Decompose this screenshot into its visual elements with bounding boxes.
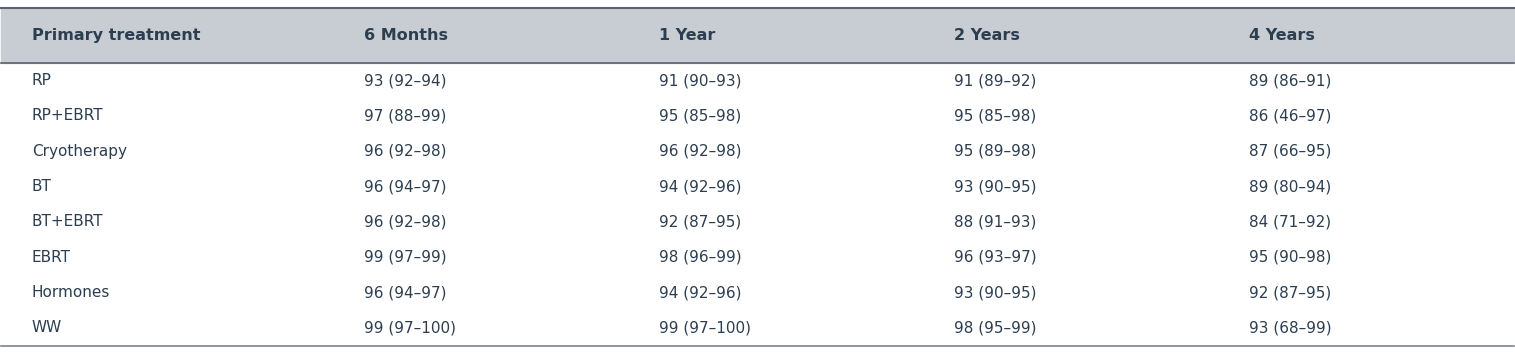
Bar (2, 204, 1513, 240)
Text: 89 (86–91): 89 (86–91) (1248, 73, 1332, 88)
Text: WW: WW (32, 320, 62, 336)
Text: 99 (97–100): 99 (97–100) (659, 320, 751, 336)
Text: 6 Months: 6 Months (364, 28, 448, 43)
Text: 84 (71–92): 84 (71–92) (1248, 215, 1332, 229)
Text: 99 (97–100): 99 (97–100) (364, 320, 456, 336)
Text: 97 (88–99): 97 (88–99) (364, 108, 447, 123)
Text: 1 Year: 1 Year (659, 28, 715, 43)
Text: Hormones: Hormones (32, 285, 111, 300)
Text: RP+EBRT: RP+EBRT (32, 108, 103, 123)
Text: 92 (87–95): 92 (87–95) (659, 215, 741, 229)
Text: 96 (93–97): 96 (93–97) (954, 250, 1036, 265)
Bar (2, 169, 1513, 204)
Text: EBRT: EBRT (32, 250, 71, 265)
Text: 98 (95–99): 98 (95–99) (954, 320, 1036, 336)
Text: 88 (91–93): 88 (91–93) (954, 215, 1036, 229)
Text: RP: RP (32, 73, 52, 88)
Bar (2, 8, 1513, 63)
Text: 91 (89–92): 91 (89–92) (954, 73, 1036, 88)
Text: 98 (96–99): 98 (96–99) (659, 250, 742, 265)
Text: 2 Years: 2 Years (954, 28, 1020, 43)
Text: Cryotherapy: Cryotherapy (32, 144, 127, 159)
Text: 93 (90–95): 93 (90–95) (954, 179, 1036, 194)
Text: 96 (92–98): 96 (92–98) (364, 144, 447, 159)
Text: 95 (85–98): 95 (85–98) (954, 108, 1036, 123)
Text: 95 (89–98): 95 (89–98) (954, 144, 1036, 159)
Text: 96 (92–98): 96 (92–98) (364, 215, 447, 229)
Bar (2, 63, 1513, 98)
Text: 94 (92–96): 94 (92–96) (659, 179, 742, 194)
Text: 96 (94–97): 96 (94–97) (364, 179, 447, 194)
Text: 4 Years: 4 Years (1248, 28, 1315, 43)
Text: Primary treatment: Primary treatment (32, 28, 200, 43)
Text: BT+EBRT: BT+EBRT (32, 215, 103, 229)
Bar (2, 310, 1513, 346)
Text: 96 (92–98): 96 (92–98) (659, 144, 742, 159)
Text: 91 (90–93): 91 (90–93) (659, 73, 742, 88)
Text: 92 (87–95): 92 (87–95) (1248, 285, 1332, 300)
Text: 89 (80–94): 89 (80–94) (1248, 179, 1332, 194)
Text: 96 (94–97): 96 (94–97) (364, 285, 447, 300)
Bar (2, 240, 1513, 275)
Bar (2, 133, 1513, 169)
Text: 93 (90–95): 93 (90–95) (954, 285, 1036, 300)
Text: BT: BT (32, 179, 52, 194)
Bar (2, 98, 1513, 133)
Bar (2, 275, 1513, 310)
Text: 93 (92–94): 93 (92–94) (364, 73, 447, 88)
Text: 95 (85–98): 95 (85–98) (659, 108, 741, 123)
Text: 86 (46–97): 86 (46–97) (1248, 108, 1332, 123)
Text: 94 (92–96): 94 (92–96) (659, 285, 742, 300)
Text: 99 (97–99): 99 (97–99) (364, 250, 447, 265)
Text: 87 (66–95): 87 (66–95) (1248, 144, 1332, 159)
Text: 93 (68–99): 93 (68–99) (1248, 320, 1332, 336)
Text: 95 (90–98): 95 (90–98) (1248, 250, 1332, 265)
